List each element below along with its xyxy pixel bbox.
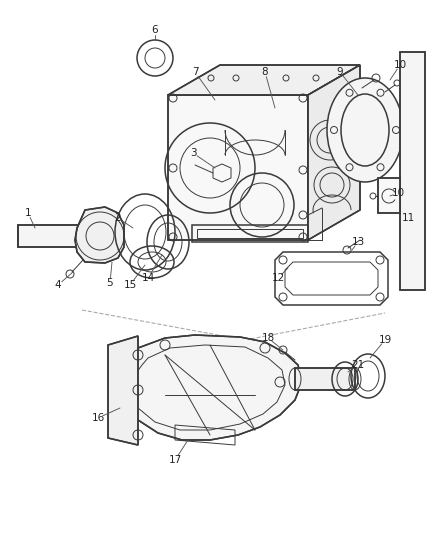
Bar [294, 368, 354, 390]
Text: 5: 5 [106, 278, 113, 288]
Text: 10: 10 [392, 60, 406, 70]
Text: 3: 3 [189, 148, 196, 158]
Ellipse shape [326, 78, 402, 182]
Polygon shape [168, 65, 359, 95]
Polygon shape [120, 335, 301, 440]
Bar [18, 225, 83, 247]
Text: 6: 6 [152, 25, 158, 35]
Text: 8: 8 [261, 67, 268, 77]
Polygon shape [168, 95, 307, 240]
Text: 21: 21 [350, 360, 364, 370]
Text: 7: 7 [191, 67, 198, 77]
Text: 16: 16 [91, 413, 104, 423]
Text: 17: 17 [168, 455, 181, 465]
Polygon shape [399, 52, 424, 290]
Polygon shape [108, 336, 138, 445]
Polygon shape [307, 65, 359, 240]
Bar [18, 225, 83, 247]
Text: 2: 2 [114, 213, 121, 223]
Text: 19: 19 [378, 335, 391, 345]
Polygon shape [377, 178, 399, 213]
Text: 9: 9 [336, 67, 343, 77]
Polygon shape [75, 207, 124, 263]
Text: 15: 15 [123, 280, 136, 290]
Text: 10: 10 [391, 188, 404, 198]
Text: 14: 14 [141, 273, 154, 283]
Text: 1: 1 [25, 208, 31, 218]
Text: 12: 12 [271, 273, 284, 283]
Text: 18: 18 [261, 333, 274, 343]
Text: 13: 13 [350, 237, 364, 247]
Text: 11: 11 [400, 213, 413, 223]
Bar [294, 368, 354, 390]
Text: 4: 4 [55, 280, 61, 290]
